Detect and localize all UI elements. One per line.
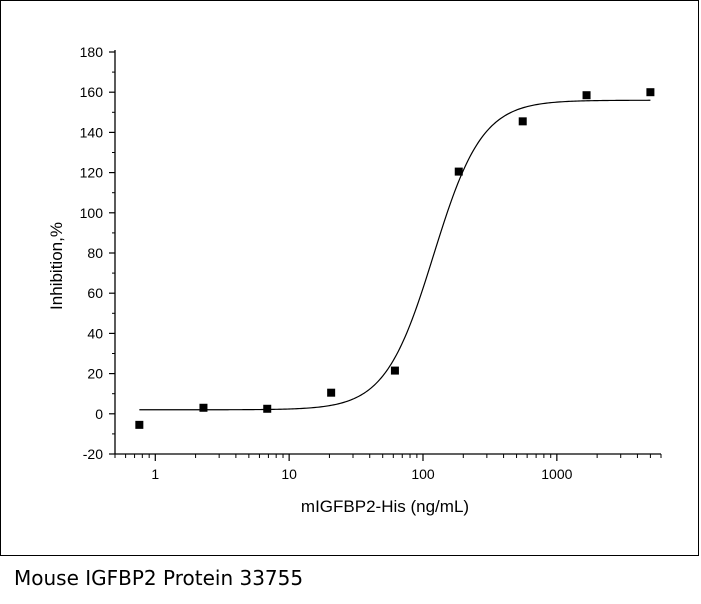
data-point [327, 388, 336, 397]
x-tick-label: 10 [281, 466, 297, 482]
y-tick-label: 0 [95, 406, 103, 422]
chart: -20 0 20 40 60 80 100 120 140 160 180 1 10 100 1000 mI… [47, 44, 662, 516]
y-tick-label: -20 [83, 446, 103, 462]
chart-frame [0, 0, 699, 556]
data-point [199, 403, 208, 412]
fit-curve [139, 99, 651, 411]
data-point [582, 91, 591, 100]
data-point [390, 366, 399, 375]
y-tick-label: 120 [80, 165, 104, 181]
x-tick-label: 1000 [541, 466, 572, 482]
axes: -20 0 20 40 60 80 100 120 140 160 180 1 10 100 1000 [80, 44, 662, 482]
x-axis-label: mIGFBP2-His (ng/mL) [301, 497, 469, 516]
x-tick-label: 1 [151, 466, 159, 482]
y-tick-label: 180 [80, 44, 104, 60]
data-point [135, 420, 144, 429]
data-point [263, 404, 272, 413]
y-tick-label: 60 [87, 285, 103, 301]
y-tick-label: 100 [80, 205, 104, 221]
data-point [518, 117, 527, 126]
data-points [135, 88, 655, 429]
y-tick-label: 80 [87, 245, 103, 261]
data-point [454, 167, 463, 176]
figure-caption: Mouse IGFBP2 Protein 33755 [14, 566, 304, 590]
y-tick-label: 160 [80, 84, 104, 100]
y-tick-label: 140 [80, 124, 104, 140]
y-axis-label: Inhibition,% [47, 222, 66, 310]
x-tick-label: 100 [411, 466, 435, 482]
y-tick-label: 40 [87, 325, 103, 341]
y-tick-label: 20 [87, 366, 103, 382]
data-point [646, 88, 655, 97]
